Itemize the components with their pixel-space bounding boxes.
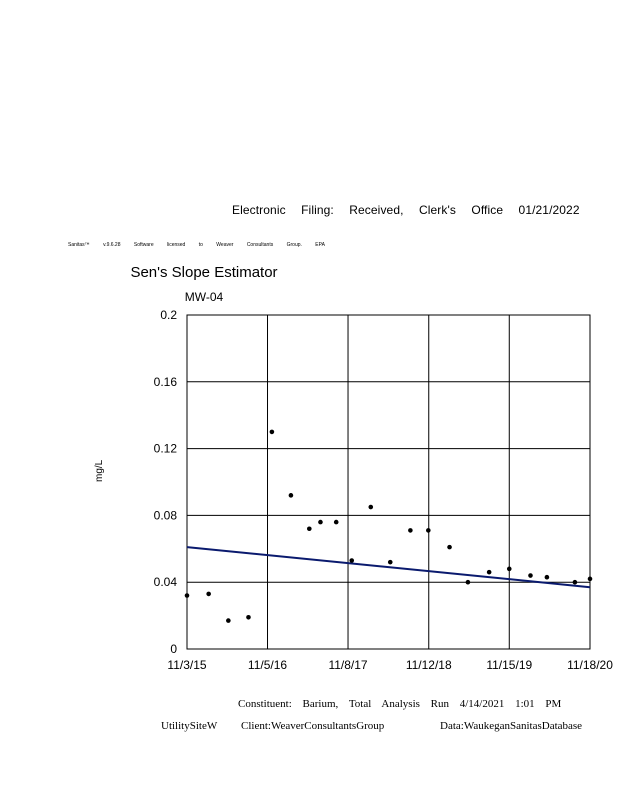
x-tick-label: 11/3/15	[167, 658, 206, 672]
footer-data-source: Data:WaukeganSanitasDatabase	[440, 720, 583, 732]
chart-title: Sen's Slope Estimator	[130, 264, 278, 281]
data-point	[226, 618, 231, 623]
data-point	[426, 528, 431, 533]
data-point	[269, 429, 275, 435]
data-point	[318, 519, 323, 525]
data-point	[288, 493, 294, 498]
license-note: Sanitas™ v.9.6.28 Software licensed to W…	[68, 242, 325, 248]
data-point	[572, 579, 578, 585]
data-point	[486, 569, 492, 575]
data-point	[528, 573, 533, 578]
data-point	[349, 558, 355, 563]
y-tick-label: 0	[170, 642, 177, 656]
footer-run-info: Constituent: Barium, Total Analysis Run …	[238, 698, 562, 710]
data-point	[387, 559, 393, 565]
x-tick-label: 11/15/19	[486, 658, 532, 672]
data-point	[587, 576, 593, 582]
x-tick-label: 11/5/16	[248, 658, 287, 672]
chart-subtitle: MW-04	[184, 290, 224, 304]
footer-site: UtilitySiteW	[161, 720, 218, 732]
data-point	[206, 591, 211, 597]
x-tick-label: 11/18/20	[567, 658, 613, 672]
y-tick-label: 0.04	[154, 575, 178, 589]
x-tick-label: 11/8/17	[328, 658, 367, 672]
data-point	[544, 574, 550, 580]
data-point	[184, 593, 190, 598]
y-tick-label: 0.08	[154, 508, 178, 522]
data-point	[408, 528, 413, 533]
data-point	[368, 504, 374, 510]
x-tick-label: 11/12/18	[406, 658, 452, 672]
data-point	[506, 566, 512, 572]
data-point	[333, 519, 339, 525]
data-point	[447, 544, 452, 550]
sens-slope-trend-line	[186, 546, 591, 589]
data-point	[246, 614, 251, 620]
y-tick-label: 0.2	[160, 308, 177, 322]
y-tick-label: 0.16	[154, 375, 178, 389]
footer-client: Client:WeaverConsultantsGroup	[241, 720, 385, 732]
y-tick-label: 0.12	[154, 442, 178, 456]
data-point	[307, 526, 312, 532]
filing-stamp: Electronic Filing: Received, Clerk's Off…	[232, 203, 580, 217]
data-point	[465, 579, 471, 585]
plot-area-frame	[186, 314, 591, 650]
